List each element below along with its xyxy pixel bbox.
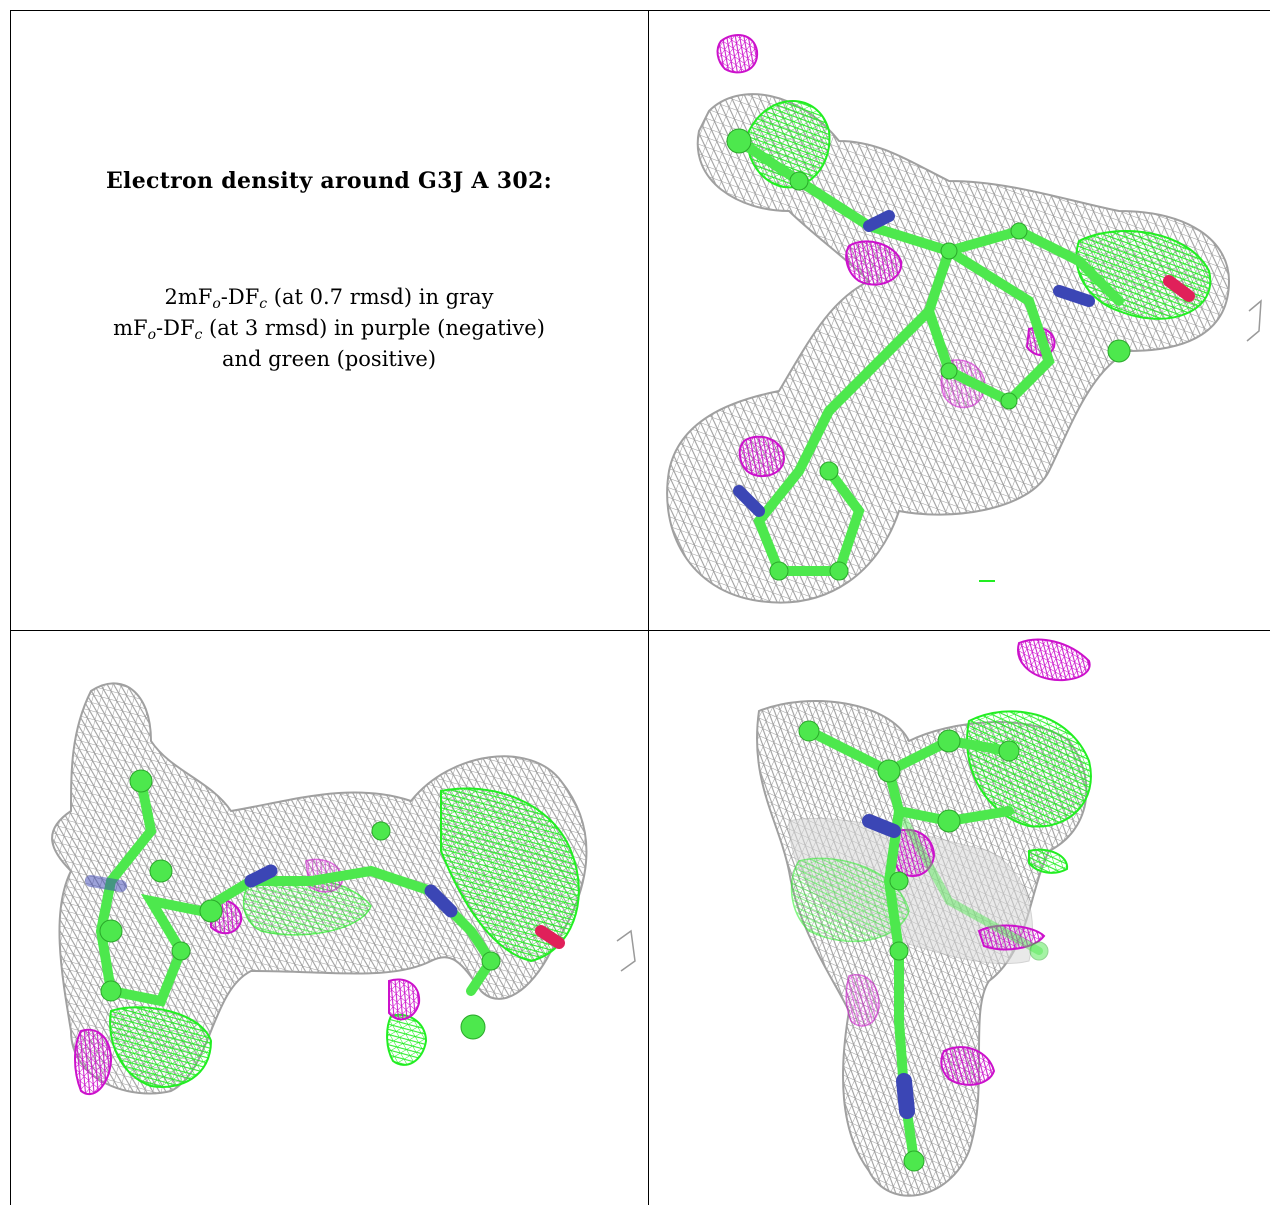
density-map-view-1 xyxy=(666,34,1262,604)
figure-table: Electron density around G3J A 302: 2mFo-… xyxy=(10,10,1270,1205)
mesh-negative xyxy=(738,435,786,478)
mesh-negative xyxy=(388,978,421,1021)
mesh-negative xyxy=(1017,638,1091,681)
legend-subscript: c xyxy=(259,296,268,312)
legend-line-fofc: mFo-DFc (at 3 rmsd) in purple (negative) xyxy=(10,313,648,344)
legend-text: 2mF xyxy=(164,285,213,309)
legend-subscript: o xyxy=(212,296,221,312)
table-border-top xyxy=(10,10,1270,11)
ligand-atoms xyxy=(99,769,501,1040)
mesh-negative xyxy=(74,1028,113,1096)
ligand-stick-model xyxy=(804,726,1043,1166)
legend-text: -DF xyxy=(156,316,195,340)
mesh-fragment xyxy=(616,929,636,972)
mesh-positive xyxy=(440,787,580,963)
view-bottom-right xyxy=(649,631,1270,1205)
ligand-atoms xyxy=(798,720,1049,1172)
mesh-negative xyxy=(977,924,1046,951)
legend-subscript: c xyxy=(194,327,203,343)
ligand-atoms xyxy=(726,128,1131,581)
legend-line-colors: and green (positive) xyxy=(221,347,437,371)
table-border-left xyxy=(10,10,11,1205)
view-top-right xyxy=(649,11,1270,630)
legend-text: (at 3 rmsd) in purple (negative) xyxy=(202,316,545,340)
mesh-positive xyxy=(790,857,910,943)
mesh-positive xyxy=(966,710,1092,828)
legend-text: mF xyxy=(113,316,148,340)
mesh-positive xyxy=(109,1006,213,1088)
mesh-negative xyxy=(716,34,759,74)
legend-line-2fofc: 2mFo-DFc (at 0.7 rmsd) in gray xyxy=(10,282,648,313)
mesh-negative xyxy=(845,974,880,1027)
caption-legend: 2mFo-DFc (at 0.7 rmsd) in gray mFo-DFc (… xyxy=(10,282,648,375)
view-bottom-left xyxy=(11,631,648,1205)
mesh-negative xyxy=(940,1046,996,1086)
legend-text: (at 0.7 rmsd) in gray xyxy=(267,285,494,309)
mesh-fragment xyxy=(1246,299,1262,342)
caption-cell: Electron density around G3J A 302: 2mFo-… xyxy=(10,10,648,630)
mesh-2fofc xyxy=(666,93,1231,604)
legend-subscript: o xyxy=(147,327,157,343)
mesh-positive xyxy=(1028,848,1069,874)
density-map-view-2 xyxy=(51,682,636,1096)
table-border-middle-horizontal xyxy=(10,630,1270,631)
legend-text: -DF xyxy=(220,285,260,309)
mesh-positive xyxy=(386,1013,428,1066)
caption-title: Electron density around G3J A 302: xyxy=(105,168,552,194)
density-map-view-3 xyxy=(755,638,1092,1197)
table-border-middle xyxy=(648,10,649,1205)
mesh-negative xyxy=(845,240,903,286)
